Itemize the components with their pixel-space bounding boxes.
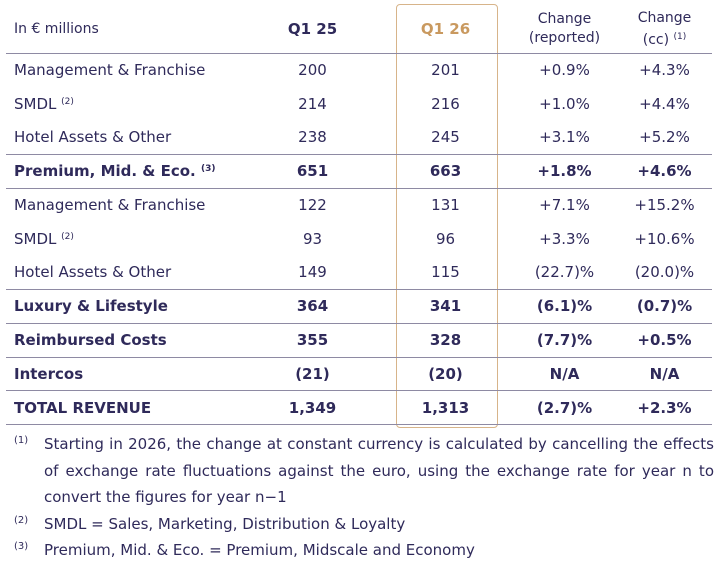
cell-change-cc: +4.3% [639,61,690,80]
row-label: TOTAL REVENUE [14,398,152,417]
cell-q126: 1,313 [421,398,470,417]
footnote-mark: (2) [14,514,29,526]
cell-change-cc: (20.0)% [634,263,695,282]
row-label: Management & Franchise [14,61,206,80]
cell-change-reported: +3.3% [539,229,590,248]
cell-change-cc: +2.3% [637,398,692,417]
cell-change-cc: (0.7)% [636,297,693,316]
cell-q125: 200 [298,61,327,80]
cell-q125: 364 [296,297,329,316]
header-change-cc-line1: Change [637,9,692,26]
cell-q126: 96 [435,229,456,248]
footnote-mark: (2) [61,96,74,107]
header-unit-label: In € millions [14,21,99,38]
cell-change-reported: N/A [549,365,580,384]
table-row: SMDL (2) 93 96 +3.3% +10.6% [6,222,712,256]
table-row: Management & Franchise 200 201 +0.9% +4.… [6,53,712,87]
table-row-subtotal: Luxury & Lifestyle 364 341 (6.1)% (0.7)% [6,289,712,324]
table-row: Management & Franchise 122 131 +7.1% +15… [6,188,712,222]
footnote-mark: (3) [14,541,29,552]
cell-q125: 238 [298,128,327,147]
row-label: Premium, Mid. & Eco. (3) [14,162,216,181]
table-row-subtotal: Intercos (21) (20) N/A N/A [6,357,712,391]
cell-q125: 93 [302,229,323,248]
footnote-3: (3) Premium, Mid. & Eco. = Premium, Mids… [14,537,714,564]
cell-change-reported: +1.0% [539,94,590,113]
table-row: SMDL (2) 214 216 +1.0% +4.4% [6,87,712,121]
cell-q125: 651 [296,162,329,181]
revenue-table: In € millions Q1 25 Q1 26 Change (report… [6,6,712,425]
cell-change-cc: +15.2% [634,196,695,215]
header-change-cc-footnote-mark: (1) [673,31,687,42]
cell-q126: 131 [431,196,460,215]
cell-q126: 115 [431,263,460,282]
cell-q126: 663 [429,162,462,181]
table-row-subtotal: Reimbursed Costs 355 328 (7.7)% +0.5% [6,323,712,357]
cell-change-cc: +4.4% [639,94,690,113]
row-label: SMDL (2) [14,229,74,248]
cell-change-cc: +0.5% [637,331,692,350]
table-row: Hotel Assets & Other 238 245 +3.1% +5.2% [6,121,712,155]
cell-q125: 1,349 [288,398,337,417]
header-change-reported-line2: (reported) [528,30,601,47]
cell-q125: 355 [296,331,329,350]
cell-change-cc: +4.6% [637,162,692,181]
header-change-cc: Change (cc) (1) [617,6,712,53]
footnotes: (1) Starting in 2026, the change at cons… [14,431,714,564]
cell-change-reported: (6.1)% [536,297,593,316]
row-label: Hotel Assets & Other [14,263,172,282]
cell-q126: 245 [431,128,460,147]
header-q125: Q1 25 [287,20,338,39]
cell-q126: (20) [428,365,463,384]
cell-q125: (21) [295,365,330,384]
cell-change-reported: (7.7)% [536,331,593,350]
footnote-text: Starting in 2026, the change at constant… [44,435,714,506]
footnote-2: (2) SMDL = Sales, Marketing, Distributio… [14,511,714,538]
row-label: Intercos [14,365,84,384]
table-row: Hotel Assets & Other 149 115 (22.7)% (20… [6,256,712,290]
header-change-reported: Change (reported) [512,6,617,53]
row-label: Luxury & Lifestyle [14,297,168,316]
cell-q126: 216 [431,94,460,113]
table-header-row: In € millions Q1 25 Q1 26 Change (report… [6,6,712,53]
cell-q125: 149 [298,263,327,282]
footnote-mark: (2) [61,231,74,242]
cell-change-cc: N/A [649,365,680,384]
cell-change-cc: +5.2% [639,128,690,147]
row-label: Reimbursed Costs [14,331,167,350]
footnote-text: Premium, Mid. & Eco. = Premium, Midscale… [44,541,475,559]
cell-change-reported: +7.1% [539,196,590,215]
cell-change-reported: +0.9% [539,61,590,80]
cell-q126: 341 [429,297,462,316]
cell-q126: 201 [431,61,460,80]
footnote-text: SMDL = Sales, Marketing, Distribution & … [44,514,406,533]
cell-change-reported: (22.7)% [534,263,595,282]
q126-highlight-box [396,4,498,428]
row-label: SMDL (2) [14,94,74,113]
row-label: Hotel Assets & Other [14,128,172,147]
cell-change-reported: (2.7)% [536,398,593,417]
cell-change-cc: +10.6% [634,229,695,248]
footnote-mark: (1) [14,435,29,446]
cell-q125: 214 [298,94,327,113]
header-change-reported-line1: Change [537,11,592,28]
cell-q126: 328 [429,331,462,350]
header-change-cc-line2: (cc) [642,31,670,48]
cell-change-reported: +3.1% [539,128,590,147]
footnote-mark: (3) [200,164,216,175]
footnote-1: (1) Starting in 2026, the change at cons… [14,431,714,511]
cell-q125: 122 [298,196,327,215]
header-q126: Q1 26 [420,20,471,39]
table-row-subtotal: Premium, Mid. & Eco. (3) 651 663 +1.8% +… [6,154,712,188]
cell-change-reported: +1.8% [537,162,592,181]
row-label: Management & Franchise [14,196,206,215]
table-row-total: TOTAL REVENUE 1,349 1,313 (2.7)% +2.3% [6,390,712,425]
